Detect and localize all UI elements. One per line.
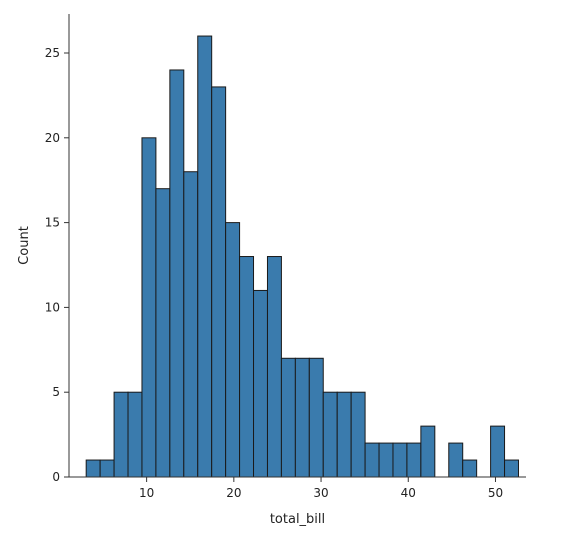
- histogram-bar: [322, 391, 338, 478]
- histogram-bar: [253, 289, 268, 478]
- histogram-bar: [420, 425, 436, 478]
- histogram-bar: [197, 35, 213, 478]
- y-tick-label: 15: [45, 216, 60, 230]
- x-tick-label: 20: [226, 486, 241, 500]
- y-tick-label: 0: [52, 470, 60, 484]
- histogram-bar: [99, 459, 115, 478]
- histogram-bar: [211, 86, 227, 478]
- histogram-bar: [169, 69, 185, 478]
- histogram-bar: [127, 391, 143, 478]
- x-tick-label: 40: [401, 486, 416, 500]
- histogram-bar: [308, 357, 324, 478]
- histogram-bar: [294, 357, 310, 478]
- histogram-bar: [448, 442, 464, 478]
- histogram-bar: [239, 256, 255, 478]
- histogram-bar: [378, 442, 394, 478]
- bars-group: [85, 35, 519, 478]
- y-axis-title: Count: [17, 226, 32, 265]
- histogram-bar: [155, 188, 171, 478]
- y-ticks-group: 0 5 10 15 20 25: [45, 46, 69, 484]
- histogram-bar: [85, 459, 101, 478]
- histogram-bar: [406, 442, 422, 478]
- histogram-bar: [183, 171, 199, 478]
- histogram-bar: [113, 391, 129, 478]
- histogram-bar: [462, 459, 478, 478]
- histogram-bar: [350, 391, 366, 478]
- histogram-bar: [141, 137, 157, 478]
- y-tick-label: 25: [45, 46, 60, 60]
- y-tick-label: 10: [45, 300, 60, 314]
- histogram-bar: [280, 357, 296, 478]
- y-tick-label: 20: [45, 131, 60, 145]
- histogram-bar: [392, 442, 408, 478]
- x-ticks-group: 10 20 30 40 50: [139, 477, 503, 500]
- histogram-bar: [266, 256, 282, 478]
- x-tick-label: 50: [488, 486, 503, 500]
- x-tick-label: 10: [139, 486, 154, 500]
- x-tick-label: 30: [313, 486, 328, 500]
- x-axis-title: total_bill: [270, 512, 325, 527]
- histogram-bar: [225, 222, 241, 478]
- histogram-bar: [364, 442, 380, 478]
- histogram-bar: [504, 459, 519, 478]
- y-tick-label: 5: [52, 385, 60, 399]
- histogram-bar: [490, 425, 506, 478]
- histogram-bar: [336, 391, 352, 478]
